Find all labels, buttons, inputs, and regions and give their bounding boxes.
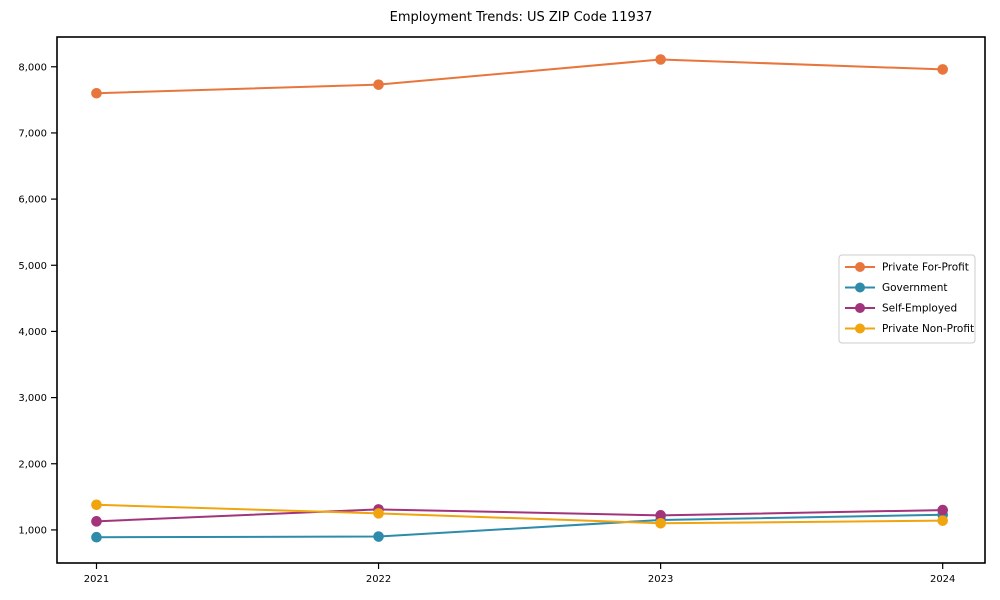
legend-label: Self-Employed (882, 303, 957, 315)
y-tick-label: 4,000 (18, 327, 47, 338)
legend-item: Government (845, 282, 947, 294)
legend-marker-icon (855, 323, 865, 334)
series-line-self-employed (95, 508, 944, 523)
x-tick-label: 2024 (930, 574, 955, 585)
legend-label: Private Non-Profit (882, 323, 974, 335)
legend-label: Private For-Profit (882, 262, 969, 274)
data-point (937, 64, 948, 75)
legend-box (838, 254, 976, 344)
data-point (937, 515, 948, 526)
legend-marker-icon (855, 282, 865, 293)
y-tick-label: 8,000 (18, 62, 47, 73)
data-point (655, 54, 666, 65)
data-point (937, 504, 948, 516)
legend-item: Private For-Profit (845, 262, 969, 274)
y-tick-label: 1,000 (18, 525, 47, 536)
plot-border (56, 36, 986, 564)
data-point (373, 531, 384, 542)
legend-marker-icon (855, 262, 865, 272)
legend-item: Private Non-Profit (845, 323, 974, 335)
x-tick-label: 2023 (648, 574, 673, 585)
series-line-private-non-profit (95, 503, 944, 525)
y-tick-label: 2,000 (18, 459, 47, 470)
x-tick-label: 2022 (366, 574, 391, 585)
data-point (91, 499, 102, 511)
y-tick-label: 5,000 (18, 261, 47, 272)
legend-item: Self-Employed (845, 303, 957, 315)
data-point (655, 518, 666, 529)
data-point (373, 508, 384, 519)
legend: Private For-Profit Government Self-Employe… (838, 254, 976, 344)
legend-label: Government (882, 282, 947, 294)
data-point (91, 516, 102, 527)
x-tick-label: 2021 (84, 574, 109, 585)
data-point (373, 79, 384, 90)
y-tick-label: 6,000 (18, 195, 47, 206)
series-line-government (95, 513, 944, 539)
legend-marker-icon (855, 303, 865, 313)
series-line-private-for-profit (95, 58, 944, 95)
chart-title: Employment Trends: US ZIP Code 11937 (389, 10, 653, 25)
data-point (91, 531, 102, 543)
data-point (91, 87, 102, 99)
data-point (655, 510, 666, 521)
y-tick-label: 7,000 (18, 128, 47, 139)
y-tick-label: 3,000 (18, 393, 47, 404)
